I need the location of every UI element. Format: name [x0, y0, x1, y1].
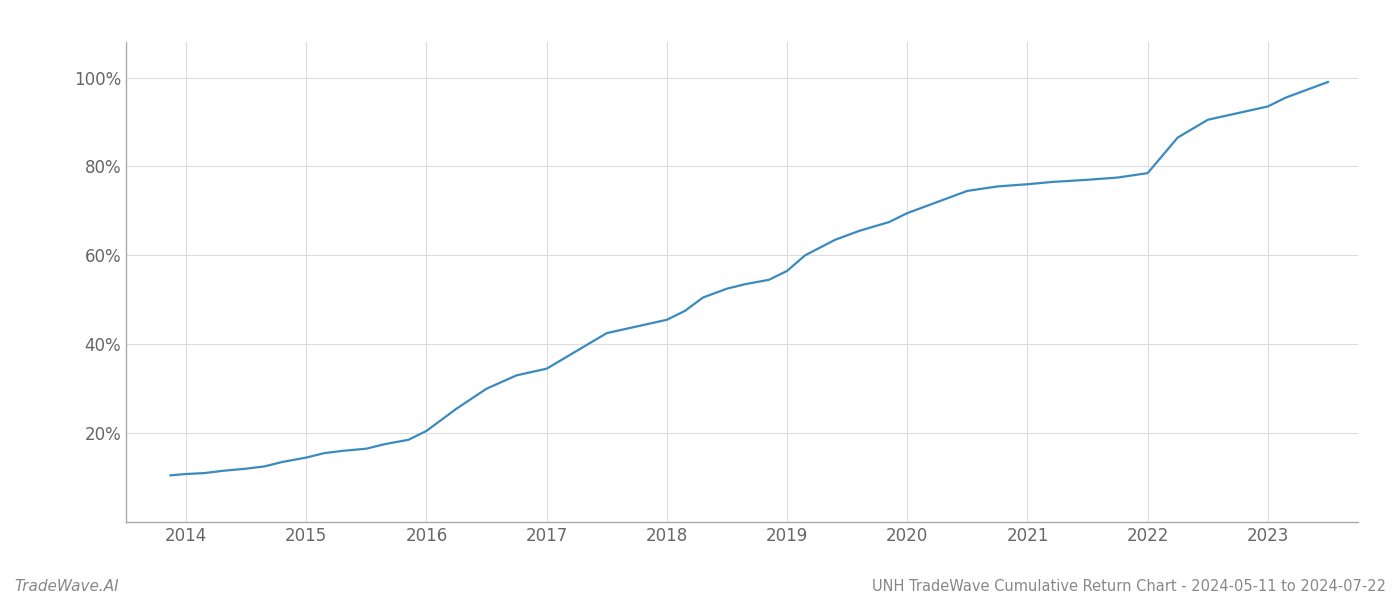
Text: TradeWave.AI: TradeWave.AI	[14, 579, 119, 594]
Text: UNH TradeWave Cumulative Return Chart - 2024-05-11 to 2024-07-22: UNH TradeWave Cumulative Return Chart - …	[872, 579, 1386, 594]
